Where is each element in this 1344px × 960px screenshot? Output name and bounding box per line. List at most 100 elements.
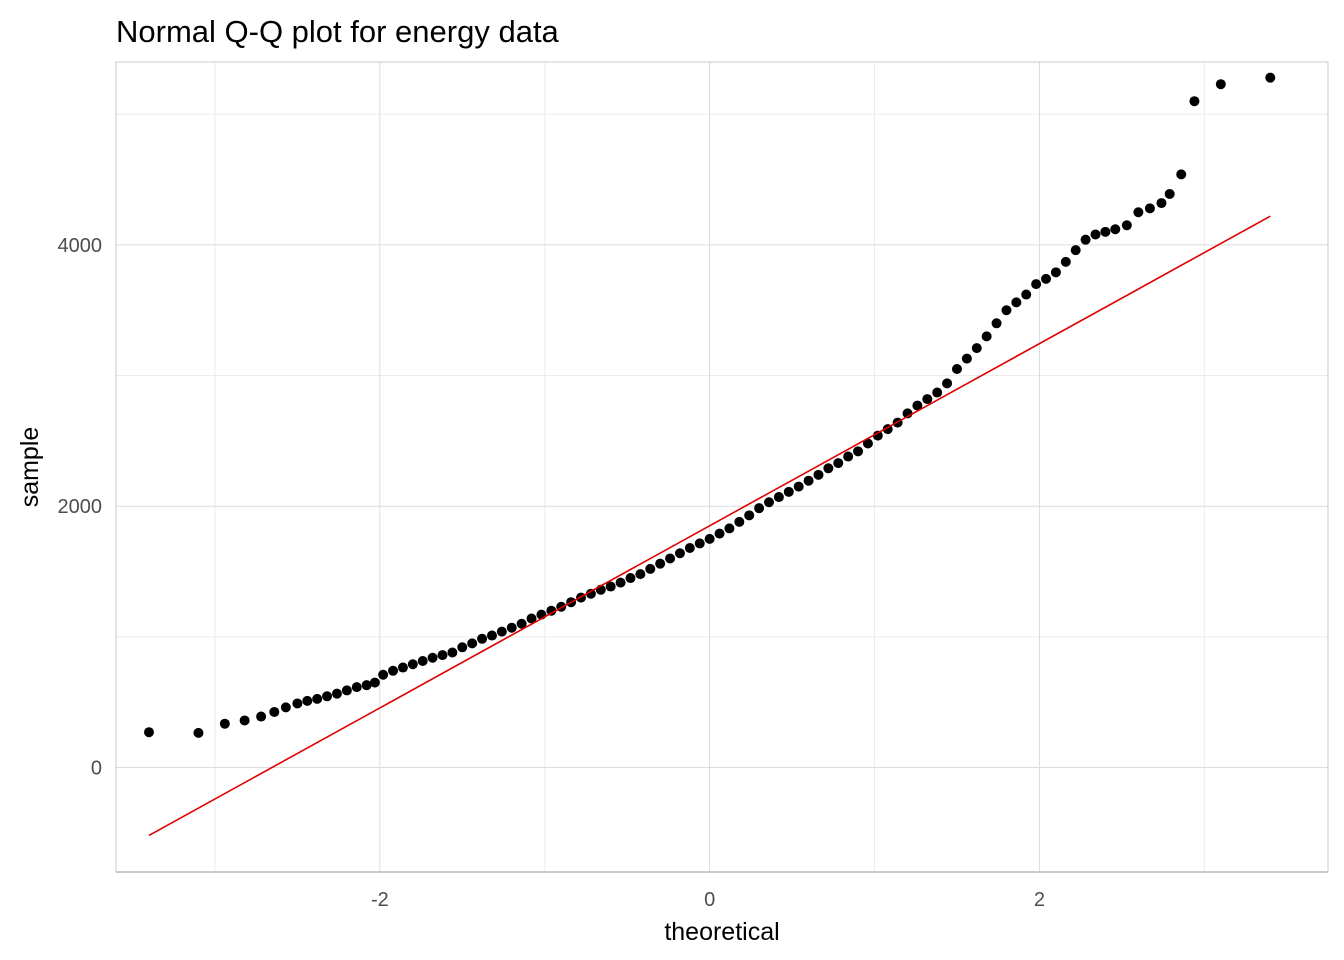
x-tick-label: 2 [1034,889,1045,911]
sample-point [437,650,448,661]
sample-point [971,343,982,354]
sample-point [694,538,705,549]
sample-point [467,638,478,649]
sample-point [506,622,517,633]
sample-point [1121,220,1132,231]
sample-point [714,528,725,539]
sample-point [833,458,844,469]
sample-point [961,353,972,364]
reference-line [148,215,1271,837]
sample-point [1070,245,1081,256]
sample-point [922,394,933,405]
sample-point [912,400,923,411]
sample-point [1031,279,1042,290]
sample-point [496,626,507,637]
sample-point [341,685,352,696]
sample-point [872,430,883,441]
sample-point [143,727,154,738]
minor-gridlines [116,62,1328,872]
chart-title: Normal Q-Q plot for energy data [116,14,560,49]
sample-point [625,573,636,584]
sample-point [292,698,303,709]
x-tick-labels: -2 0 2 [371,889,1045,911]
sample-point [645,563,656,574]
sample-point [853,446,864,457]
sample-point [1041,273,1052,284]
sample-point [1021,289,1032,300]
sample-point [1133,207,1144,218]
x-tick-label: -2 [371,889,389,911]
sample-point [783,486,794,497]
sample-point [361,680,372,691]
sample-point [981,331,992,342]
y-tick-label: 4000 [58,235,103,257]
y-axis-title: sample [16,427,44,508]
sample-point [1011,297,1022,308]
sample-point [665,553,676,564]
sample-point [585,588,596,599]
sample-point [526,613,537,624]
sample-point [457,642,468,653]
panel-border [115,61,1329,873]
sample-point [991,318,1002,329]
sample-point [302,695,313,706]
sample-point [1100,226,1111,237]
sample-point [1156,198,1167,209]
sample-point [1090,229,1101,240]
sample-point [239,715,250,726]
sample-point [417,656,428,667]
sample-point [942,378,953,389]
x-tick-label: 0 [704,889,715,911]
sample-points [143,72,1276,738]
sample-point [369,677,380,688]
sample-point [193,727,204,738]
sample-point [635,569,646,580]
sample-point [427,652,438,663]
sample-point [655,558,666,569]
x-axis-title: theoretical [664,918,779,946]
sample-point [674,548,685,559]
sample-point [823,463,834,474]
sample-point [1080,234,1091,245]
sample-point [269,706,280,717]
sample-point [1144,203,1155,214]
sample-point [813,469,824,480]
sample-point [734,516,745,527]
sample-point [331,688,342,699]
sample-point [605,581,616,592]
sample-point [1050,267,1061,278]
sample-point [1164,188,1175,199]
sample-point [1060,256,1071,267]
sample-point [486,630,497,641]
sample-point [312,693,323,704]
sample-point [1176,169,1187,180]
sample-point [704,533,715,544]
sample-point [615,577,626,588]
sample-point [516,618,527,629]
sample-point [1001,305,1012,316]
sample-point [773,492,784,503]
sample-point [1189,96,1200,107]
sample-point [219,718,230,729]
sample-point [951,364,962,375]
sample-point [256,711,267,722]
sample-point [793,481,804,492]
sample-point [280,702,291,713]
sample-point [1215,79,1226,90]
sample-point [763,497,774,508]
sample-point [932,387,943,398]
sample-point [1265,72,1276,83]
sample-point [388,665,399,676]
sample-point [447,647,458,658]
y-tick-labels: 0 2000 4000 [58,235,103,780]
sample-point [803,475,814,486]
sample-point [407,659,418,670]
y-tick-label: 2000 [58,496,103,518]
sample-point [397,662,408,673]
sample-point [546,605,557,616]
sample-point [843,451,854,462]
sample-point [754,503,765,514]
major-gridlines [116,62,1328,872]
sample-point [744,510,755,521]
